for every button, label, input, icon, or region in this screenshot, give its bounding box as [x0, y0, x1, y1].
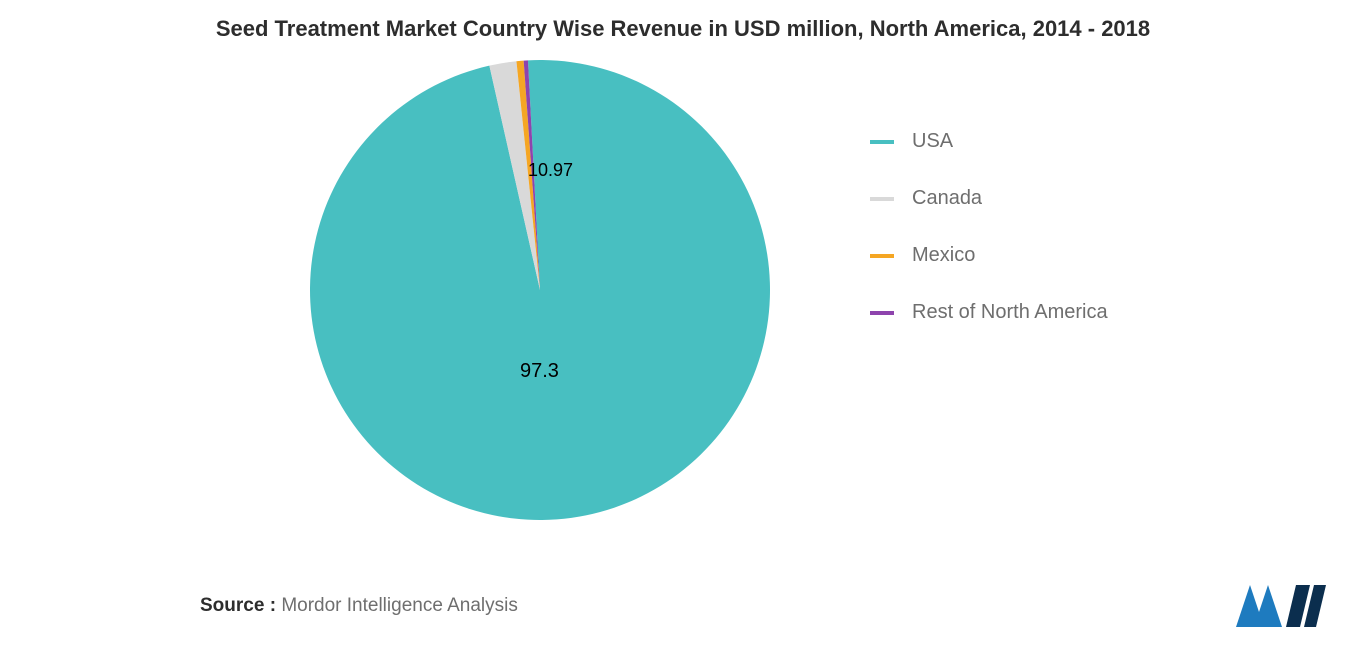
legend-label: Canada	[912, 187, 982, 210]
legend-label: USA	[912, 130, 953, 153]
legend-swatch	[870, 254, 894, 258]
pie-wrap: 97.3 10.97	[310, 60, 770, 520]
chart-title: Seed Treatment Market Country Wise Reven…	[0, 16, 1366, 42]
pie-chart: 97.3 10.97	[260, 60, 820, 540]
pie-svg	[310, 60, 770, 520]
source-prefix: Source :	[200, 595, 276, 616]
legend-item: Canada	[870, 187, 1230, 210]
pie-minor-value-label: 10.97	[528, 160, 573, 181]
source-line: Source : Mordor Intelligence Analysis	[200, 595, 518, 617]
legend-item: USA	[870, 130, 1230, 153]
source-text: Mordor Intelligence Analysis	[281, 595, 518, 616]
brand-logo	[1236, 577, 1326, 627]
legend-item: Mexico	[870, 244, 1230, 267]
pie-major-value-label: 97.3	[520, 360, 559, 383]
legend-label: Rest of North America	[912, 301, 1108, 324]
legend-swatch	[870, 140, 894, 144]
legend-item: Rest of North America	[870, 301, 1230, 324]
legend-swatch	[870, 197, 894, 201]
legend-label: Mexico	[912, 244, 975, 267]
legend-swatch	[870, 311, 894, 315]
legend: USA Canada Mexico Rest of North America	[870, 130, 1230, 358]
chart-container: Seed Treatment Market Country Wise Reven…	[0, 0, 1366, 655]
